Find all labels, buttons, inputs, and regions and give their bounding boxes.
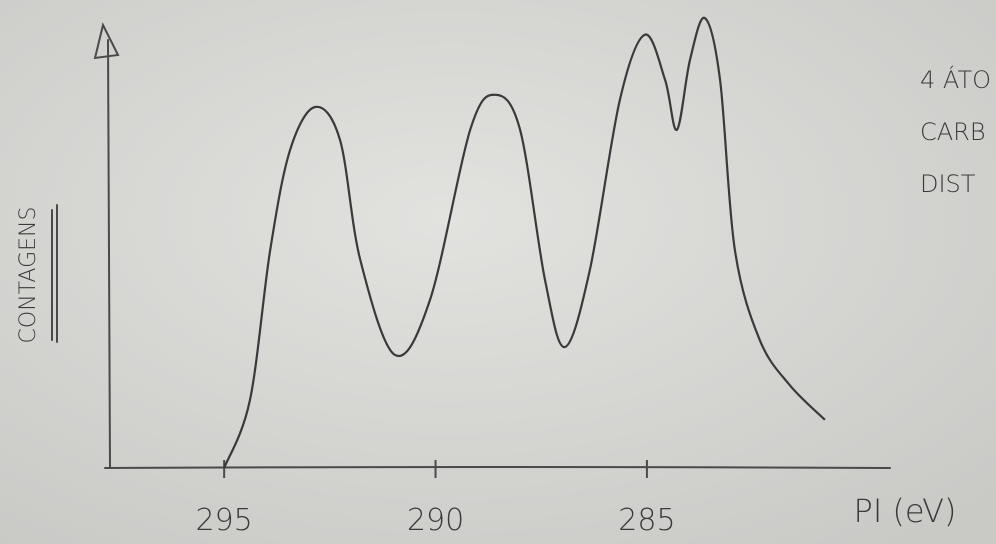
x-axis-label: PI (eV): [854, 492, 957, 530]
x-axis: [104, 466, 891, 469]
annotation: DIST: [920, 170, 976, 198]
annotation: 4 ÁTO: [920, 65, 991, 94]
annotation: CARB: [920, 118, 986, 146]
spectrum-line: [223, 16, 826, 469]
y-axis-label: CONTAGENS: [16, 207, 41, 344]
x-tick-label: 285: [618, 503, 675, 538]
y-axis-arrow: [93, 22, 120, 60]
y-axis: [107, 39, 111, 469]
x-tick-label: 290: [407, 503, 464, 538]
x-tick-label: 295: [196, 503, 253, 538]
